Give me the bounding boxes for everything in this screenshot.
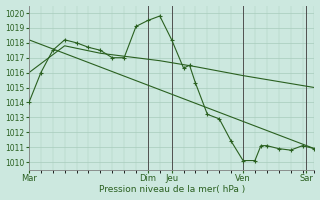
X-axis label: Pression niveau de la mer( hPa ): Pression niveau de la mer( hPa ) [99, 185, 245, 194]
